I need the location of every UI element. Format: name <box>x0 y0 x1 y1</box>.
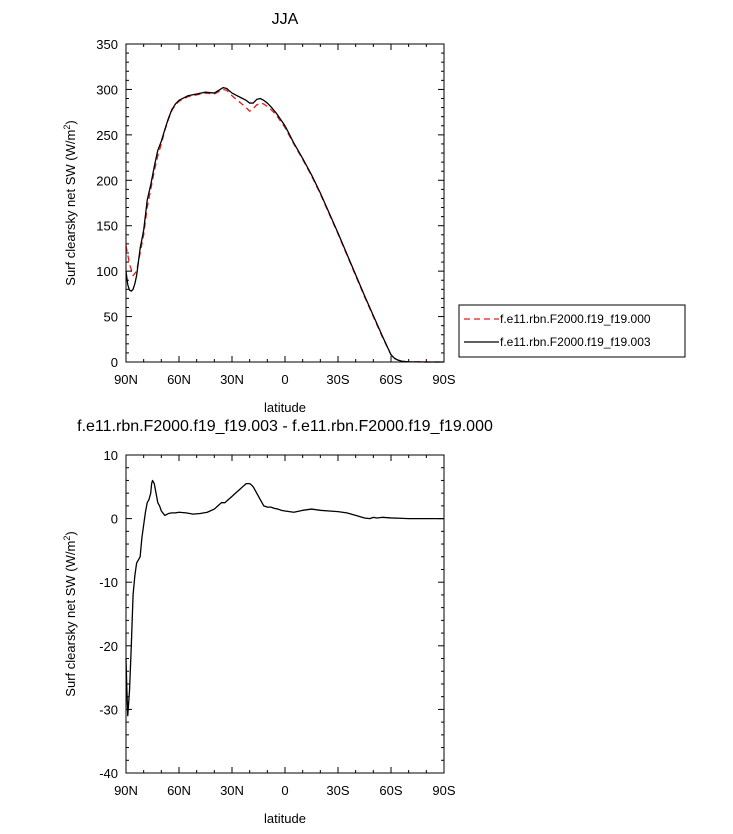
bottom-y-tick-label: 0 <box>111 512 118 527</box>
top-y-tick-label: 350 <box>96 37 118 52</box>
bottom-y-tick-label: -40 <box>99 766 118 781</box>
top-y-tick-label: 50 <box>104 310 118 325</box>
bottom-chart-title: f.e11.rbn.F2000.f19_f19.003 - f.e11.rbn.… <box>77 418 493 435</box>
top-axes-layer: 90N 60N 30N 0 30S 60S 90S 0 50 100 150 200 250 300 350 <box>96 37 456 387</box>
top-y-axis-label-main: Surf clearsky net SW (W/m <box>63 130 78 286</box>
bottom-x-axis-label: latitude <box>264 811 306 826</box>
top-series-line-2 <box>125 86 444 363</box>
bottom-series-line-1 <box>125 479 444 717</box>
top-y-tick-label: 300 <box>96 82 118 97</box>
top-x-axis-label: latitude <box>264 400 306 415</box>
legend: f.e11.rbn.F2000.f19_f19.000 f.e11.rbn.F2… <box>458 304 686 358</box>
top-y-tick-label: 200 <box>96 173 118 188</box>
legend-label-series-1: f.e11.rbn.F2000.f19_f19.000 <box>500 312 651 326</box>
top-chart-title: JJA <box>272 11 299 28</box>
bottom-x-tick-label: 60N <box>167 783 191 798</box>
bottom-y-tick-label: -10 <box>99 575 118 590</box>
top-panel: JJA 90N 60N 30N 0 30S 60S 90S 0 50 100 150 200 250 30… <box>62 11 686 415</box>
bottom-x-tick-label: 60S <box>379 783 402 798</box>
bottom-y-axis-label-sup: 2 <box>62 536 72 541</box>
top-series-layer <box>125 86 444 363</box>
top-x-tick-label: 0 <box>281 372 288 387</box>
bottom-x-tick-label: 90S <box>432 783 455 798</box>
bottom-y-tick-label: -30 <box>99 702 118 717</box>
bottom-x-tick-label: 0 <box>281 783 288 798</box>
top-y-tick-label: 100 <box>96 264 118 279</box>
legend-label-series-2: f.e11.rbn.F2000.f19_f19.003 <box>500 335 651 349</box>
bottom-y-axis-label-close: ) <box>63 531 78 535</box>
bottom-plot-frame <box>125 454 445 774</box>
bottom-y-axis-label: Surf clearsky net SW (W/m2) <box>62 531 78 696</box>
top-y-tick-label: 0 <box>111 355 118 370</box>
top-y-tick-label: 250 <box>96 128 118 143</box>
top-y-axis-label-close: ) <box>63 120 78 124</box>
top-y-axis-label-sup: 2 <box>62 125 72 130</box>
top-y-axis-label: Surf clearsky net SW (W/m2) <box>62 120 78 285</box>
top-x-tick-label: 90S <box>432 372 455 387</box>
bottom-x-tick-label: 30N <box>220 783 244 798</box>
top-series-line-1 <box>125 88 444 363</box>
legend-box <box>458 304 686 358</box>
bottom-x-tick-label: 30S <box>326 783 349 798</box>
bottom-x-tick-label: 90N <box>114 783 138 798</box>
bottom-y-axis-label-main: Surf clearsky net SW (W/m <box>63 541 78 697</box>
top-x-tick-label: 30S <box>326 372 349 387</box>
top-x-tick-label: 60S <box>379 372 402 387</box>
top-x-tick-label: 90N <box>114 372 138 387</box>
bottom-axes-layer: 90N 60N 30N 0 30S 60S 90S -40 -30 -20 -10 0 10 <box>99 448 456 798</box>
top-x-tick-label: 30N <box>220 372 244 387</box>
top-x-tick-label: 60N <box>167 372 191 387</box>
top-plot-frame <box>125 43 445 363</box>
bottom-series-layer <box>125 479 444 717</box>
bottom-y-tick-label: -20 <box>99 639 118 654</box>
bottom-panel: f.e11.rbn.F2000.f19_f19.003 - f.e11.rbn.… <box>62 418 493 826</box>
bottom-y-tick-label: 10 <box>104 448 118 463</box>
top-y-tick-label: 150 <box>96 219 118 234</box>
